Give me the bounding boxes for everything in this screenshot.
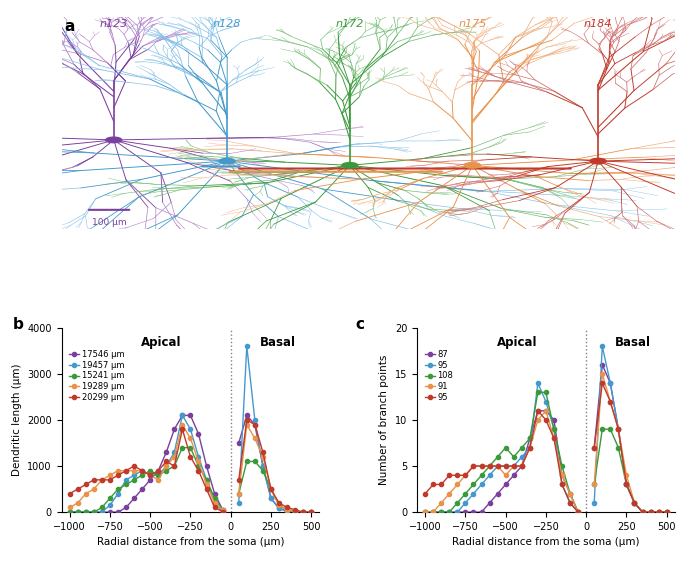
Text: n123: n123 [99, 19, 128, 29]
Y-axis label: Dendritic length (μm): Dendritic length (μm) [12, 364, 22, 476]
Legend: 87, 95, 108, 91, 95: 87, 95, 108, 91, 95 [421, 347, 456, 405]
X-axis label: Radial distance from the soma (μm): Radial distance from the soma (μm) [452, 537, 640, 547]
X-axis label: Radial distance from the soma (μm): Radial distance from the soma (μm) [97, 537, 284, 547]
Text: 100 μm: 100 μm [92, 218, 127, 227]
Text: Basal: Basal [260, 336, 295, 349]
Y-axis label: Number of branch points: Number of branch points [379, 355, 390, 485]
Circle shape [464, 163, 480, 168]
Legend: 17546 μm, 19457 μm, 15241 μm, 19289 μm, 20299 μm: 17546 μm, 19457 μm, 15241 μm, 19289 μm, … [66, 347, 127, 405]
Circle shape [342, 163, 358, 168]
Text: n172: n172 [336, 19, 364, 29]
Text: Apical: Apical [141, 336, 182, 349]
Text: c: c [356, 317, 364, 332]
Text: Basal: Basal [615, 336, 651, 349]
Text: a: a [64, 19, 75, 34]
Text: b: b [13, 317, 23, 332]
Text: n128: n128 [213, 19, 241, 29]
Text: n175: n175 [458, 19, 486, 29]
Text: Apical: Apical [497, 336, 537, 349]
Circle shape [219, 158, 235, 164]
Circle shape [590, 158, 606, 164]
Circle shape [105, 137, 122, 143]
Text: n184: n184 [584, 19, 612, 29]
